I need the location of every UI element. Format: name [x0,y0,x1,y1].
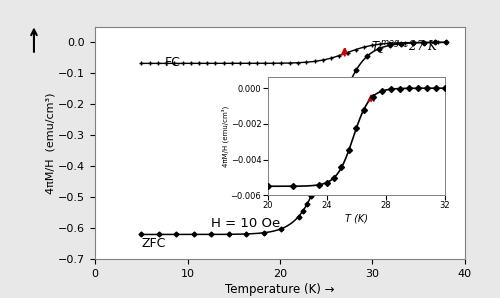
Y-axis label: 4πM/H (emu/cm³): 4πM/H (emu/cm³) [222,106,229,167]
Text: FC: FC [164,55,180,69]
X-axis label: Temperature (K) →: Temperature (K) → [225,283,335,296]
Text: ZFC: ZFC [142,237,166,250]
Text: H = 10 Oe: H = 10 Oe [210,217,280,230]
Text: $T_c^{\,mag}$~27 K: $T_c^{\,mag}$~27 K [370,38,438,55]
X-axis label: T (K): T (K) [345,213,368,223]
Y-axis label: 4πM/H  (emu/cm³): 4πM/H (emu/cm³) [46,92,56,194]
